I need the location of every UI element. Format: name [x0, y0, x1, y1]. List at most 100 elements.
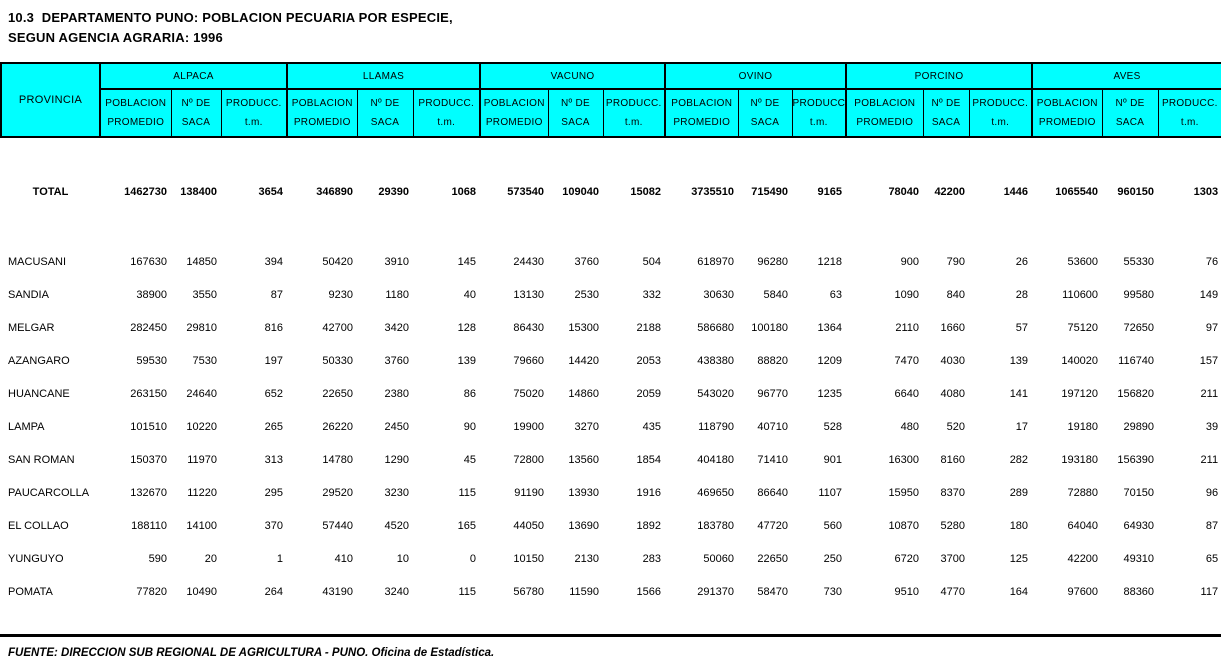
value-cell: 8370 [940, 486, 966, 499]
value-cell: 2450 [384, 420, 410, 433]
value-cell: 1660 [940, 321, 966, 334]
value-cell: 45 [463, 453, 477, 466]
sub-header-line: POBLACION [671, 98, 733, 109]
value-cell: 118790 [698, 420, 735, 433]
value-cell: 1235 [817, 387, 843, 400]
value-cell: 590 [148, 552, 167, 565]
value-cell: 76 [1205, 255, 1219, 268]
sub-header-cell: PRODUCC. t.m. [220, 88, 289, 138]
value-cell: 528 [823, 420, 843, 433]
value-cell: 10490 [186, 585, 217, 598]
value-cell: 3654 [258, 186, 284, 198]
value-cell: 4030 [940, 354, 966, 367]
value-cell: 1090 [894, 288, 920, 301]
value-cell: 9230 [328, 288, 354, 301]
value-cell: 2059 [636, 387, 662, 400]
value-cell: 29890 [1123, 420, 1155, 433]
table-row: YUNGUYO 590 20 1 410 10 0 10150 2130 283 50060 2265… [1, 542, 1221, 575]
value-cell: 115 [458, 585, 477, 598]
value-cell: 29810 [186, 321, 217, 334]
value-cell: 72800 [513, 453, 545, 466]
sub-header-cell: POBLACION PROMEDIO [286, 88, 358, 138]
species-group-header: ALPACA [98, 62, 289, 90]
value-cell: 14780 [322, 453, 354, 466]
value-cell: 410 [334, 552, 354, 565]
value-cell: 117 [1200, 585, 1219, 598]
value-cell: 20 [204, 552, 217, 565]
value-cell: 43190 [322, 585, 354, 598]
value-cell: 128 [457, 321, 477, 334]
value-cell: 110600 [1062, 288, 1099, 301]
value-cell: 40 [463, 288, 477, 301]
value-cell: 1290 [384, 453, 410, 466]
sub-header-line: PRODUCC. [225, 98, 282, 109]
table-row: PAUCARCOLLA 132670 11220 295 29520 3230 115 911… [1, 476, 1221, 509]
value-cell: 3760 [384, 354, 410, 367]
sub-header-cell: Nº DE SACA [1101, 88, 1159, 138]
value-cell: 11590 [569, 585, 600, 598]
value-cell: 156820 [1117, 387, 1155, 400]
value-cell: 3700 [940, 552, 966, 565]
value-cell: 3270 [574, 420, 600, 433]
sub-header-line: POBLACION [1036, 98, 1098, 109]
value-cell: 3735510 [691, 186, 735, 198]
value-cell: 42200 [1067, 552, 1099, 565]
value-cell: 10150 [513, 552, 545, 565]
value-cell: 6720 [894, 552, 920, 565]
species-group-header: VACUNO [479, 62, 667, 90]
sub-header-line: PROMEDIO [107, 117, 165, 128]
value-cell: 4520 [384, 519, 410, 532]
value-cell: 49310 [1123, 552, 1155, 565]
value-cell: 19900 [513, 420, 545, 433]
sub-header-cell: Nº DE SACA [170, 88, 222, 138]
sub-header-line: SACA [1115, 117, 1145, 128]
sub-header-line: PROMEDIO [856, 117, 914, 128]
value-cell: 504 [642, 255, 662, 268]
value-cell: 72880 [1067, 486, 1099, 499]
value-cell: 13690 [568, 519, 600, 532]
value-cell: 3550 [192, 288, 217, 301]
sub-header-cell: POBLACION PROMEDIO [664, 88, 739, 138]
value-cell: 156390 [1117, 453, 1155, 466]
value-cell: 99580 [1123, 288, 1155, 301]
value-cell: 57440 [322, 519, 354, 532]
livestock-population-table: PROVINCIA ALPACA LLAMAS VACUNO OVINO PORCINO A… [0, 62, 1221, 608]
value-cell: 50330 [322, 354, 354, 367]
value-cell: 1364 [817, 321, 843, 334]
sub-header-line: PRODUCC. [1161, 98, 1218, 109]
value-cell: 132670 [130, 486, 167, 499]
value-cell: 87 [1205, 519, 1219, 532]
spacer-cell [1, 207, 1221, 245]
table-row: SANDIA 38900 3550 87 9230 1180 40 13130 2530 332 3… [1, 278, 1221, 311]
province-cell: MELGAR [8, 321, 55, 334]
title-block: 10.3 DEPARTAMENTO PUNO: POBLACION PECUAR… [0, 0, 1221, 48]
sub-header-line: SACA [750, 117, 780, 128]
sub-header-line: Nº DE [1115, 98, 1145, 109]
value-cell: 1209 [817, 354, 843, 367]
value-cell: 291370 [697, 585, 735, 598]
value-cell: 4770 [940, 585, 966, 598]
sub-header-line: POBLACION [291, 98, 353, 109]
value-cell: 17 [1015, 420, 1029, 433]
sub-header-line: PROMEDIO [485, 117, 543, 128]
value-cell: 14100 [186, 519, 217, 532]
sub-header-cell: POBLACION PROMEDIO [845, 88, 924, 138]
value-cell: 313 [264, 453, 284, 466]
value-cell: 58470 [757, 585, 789, 598]
province-header-cell: PROVINCIA [0, 62, 101, 138]
value-cell: 19180 [1067, 420, 1099, 433]
value-cell: 96280 [757, 255, 789, 268]
value-cell: 28 [1015, 288, 1029, 301]
province-cell: HUANCANE [8, 387, 70, 400]
value-cell: 42200 [934, 186, 966, 198]
value-cell: 5280 [940, 519, 966, 532]
province-cell: TOTAL [32, 186, 69, 198]
value-cell: 57 [1015, 321, 1029, 334]
value-cell: 346890 [316, 186, 354, 198]
value-cell: 165 [457, 519, 477, 532]
value-cell: 900 [900, 255, 920, 268]
sub-header-line: t.m. [1180, 117, 1199, 128]
value-cell: 97 [1205, 321, 1219, 334]
value-cell: 3420 [384, 321, 410, 334]
value-cell: 167630 [130, 255, 167, 268]
